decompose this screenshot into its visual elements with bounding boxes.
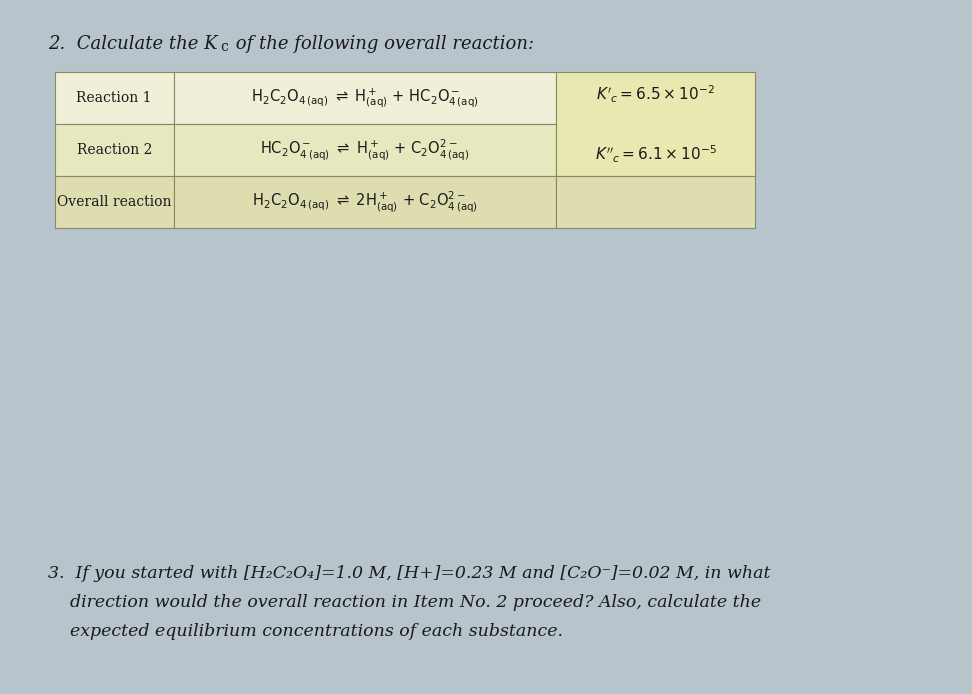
Bar <box>174 176 556 228</box>
Text: $K'_c = 6.5\times10^{-2}$: $K'_c = 6.5\times10^{-2}$ <box>596 83 715 105</box>
Text: c: c <box>221 40 228 54</box>
Text: Overall reaction: Overall reaction <box>57 195 171 209</box>
Text: Reaction 1: Reaction 1 <box>77 91 152 105</box>
Text: Reaction 2: Reaction 2 <box>77 143 152 157</box>
Text: $\mathregular{HC_2O^-_{4\,(aq)}}$ $\rightleftharpoons$ $\mathregular{H^+_{(aq)}}: $\mathregular{HC_2O^-_{4\,(aq)}}$ $\righ… <box>260 137 469 162</box>
Text: 3.  If you started with [H₂C₂O₄]=1.0 M, [H+]=0.23 M and [C₂O⁻]=0.02 M, in what: 3. If you started with [H₂C₂O₄]=1.0 M, [… <box>48 565 770 582</box>
Text: expected equilibrium concentrations of each substance.: expected equilibrium concentrations of e… <box>48 623 563 640</box>
Text: 2.  Calculate the K: 2. Calculate the K <box>48 35 218 53</box>
Text: $\mathregular{H_2C_2O_{4\,(aq)}}$ $\rightleftharpoons$ $\mathregular{H^+_{(aq)}}: $\mathregular{H_2C_2O_{4\,(aq)}}$ $\righ… <box>251 86 479 110</box>
Text: $K''_c = 6.1\times10^{-5}$: $K''_c = 6.1\times10^{-5}$ <box>595 144 716 165</box>
Bar <box>174 124 556 176</box>
Bar <box>174 72 556 124</box>
Bar <box>556 72 755 176</box>
Text: $\mathregular{H_2C_2O_{4\,(aq)}}$ $\rightleftharpoons$ $\mathregular{2H^+_{(aq)}: $\mathregular{H_2C_2O_{4\,(aq)}}$ $\righ… <box>252 189 478 214</box>
Bar <box>54 124 174 176</box>
Text: of the following overall reaction:: of the following overall reaction: <box>230 35 535 53</box>
Bar <box>54 72 174 124</box>
Text: direction would the overall reaction in Item No. 2 proceed? Also, calculate the: direction would the overall reaction in … <box>48 594 761 611</box>
Bar <box>556 176 755 228</box>
Bar <box>54 176 174 228</box>
